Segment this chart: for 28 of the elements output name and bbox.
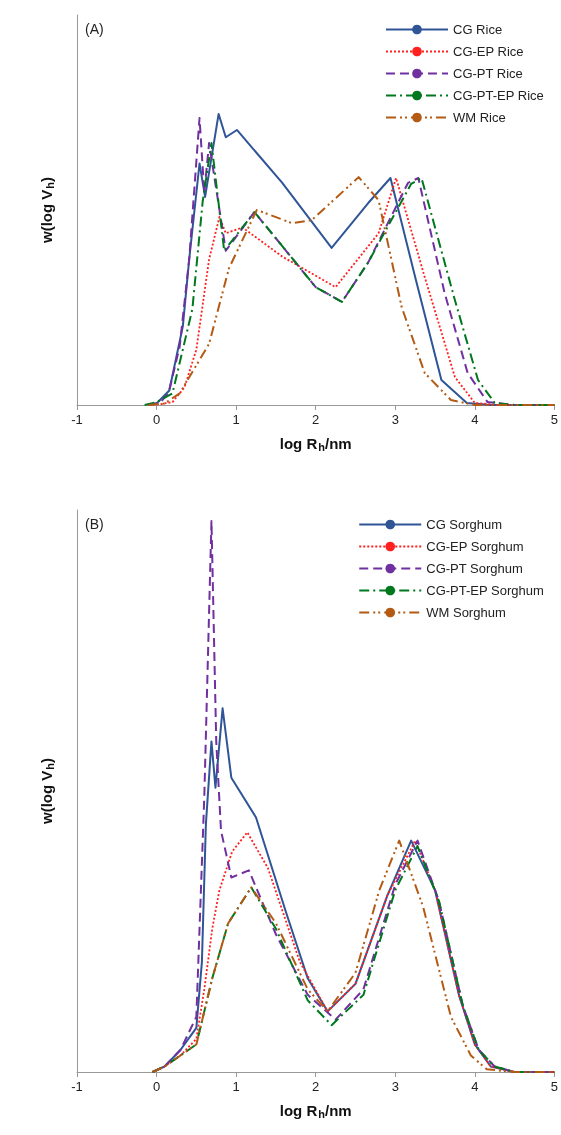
x-tick-label: 1 xyxy=(232,1079,240,1094)
legend-label: WM Rice xyxy=(452,110,506,125)
x-tick-label: -1 xyxy=(71,412,83,427)
chart-title: (B) xyxy=(85,516,104,532)
x-tick-label: 5 xyxy=(550,1079,558,1094)
x-tick-label: -1 xyxy=(71,1079,83,1094)
x-tick-label: 0 xyxy=(152,412,161,427)
x-tick-label: 4 xyxy=(471,412,479,427)
x-axis-title: log Rh/nm xyxy=(279,1102,352,1120)
x-tick-label: 3 xyxy=(391,1079,399,1094)
x-tick-label: 1 xyxy=(232,412,240,427)
legend-label: CG-PT Sorghum xyxy=(426,561,523,576)
x-tick-label: 5 xyxy=(550,412,558,427)
x-tick-label: 0 xyxy=(152,1079,161,1094)
x-tick-label: 4 xyxy=(471,1079,479,1094)
x-tick-label: 3 xyxy=(391,412,399,427)
x-tick-label: 2 xyxy=(312,412,320,427)
chart-title: (A) xyxy=(85,21,104,37)
legend-label: CG-PT-EP Rice xyxy=(452,88,544,103)
x-tick-label: 2 xyxy=(312,1079,320,1094)
legend-label: CG-EP Rice xyxy=(452,44,524,59)
legend-label: CG-PT-EP Sorghum xyxy=(426,583,544,598)
legend-label: CG-EP Sorghum xyxy=(426,539,524,554)
legend-label: CG Sorghum xyxy=(426,517,503,532)
legend-label: CG-PT Rice xyxy=(452,66,523,81)
legend-label: WM Sorghum xyxy=(426,605,506,620)
x-axis-title: log Rh/nm xyxy=(279,435,352,453)
legend-label: CG Rice xyxy=(452,22,503,37)
